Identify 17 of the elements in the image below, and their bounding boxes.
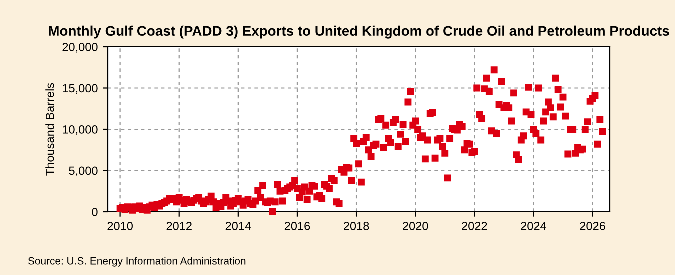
- source-note: Source: U.S. Energy Information Administration: [28, 257, 246, 267]
- x-tick-label: 2024: [521, 222, 547, 230]
- x-tick-label: 2010: [108, 222, 133, 230]
- y-tick-label: 15,000: [63, 84, 98, 94]
- y-tick-label: 5,000: [69, 166, 98, 177]
- x-tick-label: 2014: [226, 222, 252, 230]
- y-axis-title: Thousand Barrels: [46, 83, 54, 176]
- x-tick-label: 2018: [344, 222, 370, 230]
- y-tick-label: 20,000: [62, 43, 98, 53]
- x-tick-label: 2026: [580, 222, 606, 230]
- x-tick-label: 2012: [166, 222, 192, 230]
- x-tick-label: 2016: [284, 222, 310, 230]
- y-tick-label: 0: [92, 208, 98, 216]
- chart-title: Monthly Gulf Coast (PADD 3) Exports to United Kingdom of Crude Oil and Petroleum Products: [49, 26, 670, 39]
- x-tick-label: 2020: [403, 222, 428, 230]
- y-tick-label: 10,000: [63, 126, 98, 136]
- x-tick-label: 2022: [462, 222, 488, 230]
